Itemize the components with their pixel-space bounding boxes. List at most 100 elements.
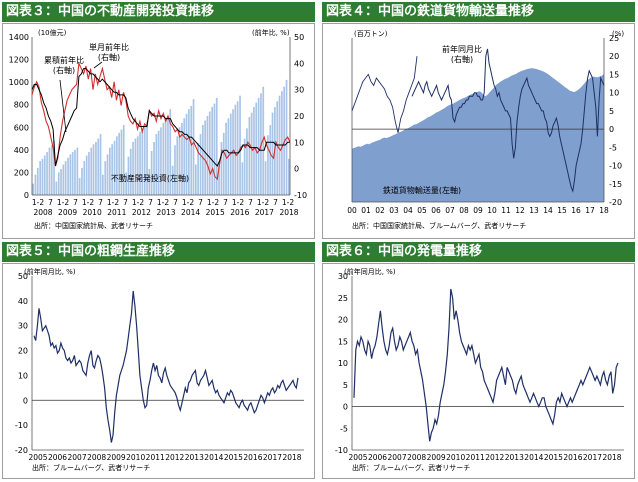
x-tick-label: 2008 bbox=[407, 453, 426, 462]
x-tick-label: 2015 bbox=[544, 453, 563, 462]
x-month-label: 1-2 bbox=[257, 198, 269, 207]
investment-bar bbox=[122, 125, 125, 195]
investment-bar bbox=[109, 147, 111, 195]
investment-bar bbox=[43, 155, 46, 195]
investment-bar bbox=[113, 140, 116, 195]
x-tick-label: 04 bbox=[403, 206, 413, 215]
x-year-label: 2016 bbox=[230, 208, 249, 217]
chart-real-estate-investment: 0 200 400 600 800 1000 1200 1400 -10 0 10 20 30 40 50 (… bbox=[9, 28, 307, 230]
investment-bar bbox=[153, 142, 155, 195]
y-tick-label-right: 0 bbox=[609, 125, 614, 134]
x-tick-label: 2018 bbox=[602, 453, 621, 462]
investment-bar bbox=[211, 107, 213, 195]
y-tick-label-left: 0 bbox=[24, 191, 29, 200]
investment-bar bbox=[116, 136, 118, 195]
investment-bar bbox=[120, 129, 123, 195]
x-tick-label: 03 bbox=[389, 206, 399, 215]
x-tick-label: 2016 bbox=[243, 453, 262, 462]
panel-title: 図表４：中国の鉄道貨物輸送量推移 bbox=[322, 2, 635, 22]
x-year-label: 2012 bbox=[132, 208, 151, 217]
y-tick-label-right: -15 bbox=[609, 180, 622, 189]
investment-bar bbox=[285, 79, 288, 195]
investment-bar bbox=[76, 147, 79, 195]
investment-bar bbox=[202, 125, 204, 195]
x-month-label: 1-2 bbox=[282, 198, 294, 207]
x-month-label: 7 bbox=[123, 198, 128, 207]
investment-bar bbox=[143, 126, 146, 195]
investment-bar bbox=[78, 178, 81, 195]
investment-bar bbox=[276, 101, 279, 195]
y-tick-label-left: 1400 bbox=[9, 33, 29, 42]
y-tick-label-right: 20 bbox=[609, 52, 619, 61]
panel-frame bbox=[322, 263, 635, 479]
x-tick-label: 18 bbox=[599, 206, 609, 215]
investment-bar bbox=[71, 152, 74, 195]
investment-bar bbox=[162, 122, 165, 195]
annotation-arrow bbox=[93, 61, 103, 69]
investment-bar bbox=[139, 131, 141, 195]
source-note: 出所：中国国家統計局、ブルームバーグ、武者リサーチ bbox=[352, 221, 526, 230]
investment-bar bbox=[148, 169, 151, 195]
y-tick-label: 0 bbox=[343, 403, 348, 412]
investment-bar bbox=[239, 95, 241, 195]
panel-crude-steel: 図表５：中国の粗鋼生産推移 -20 -10 0 10 20 30 40 50 (前年同月比, %… bbox=[2, 242, 315, 479]
investment-bar bbox=[234, 104, 237, 195]
investment-bar bbox=[220, 142, 223, 195]
y-tick-label: 30 bbox=[338, 272, 348, 281]
x-tick-label: 2016 bbox=[563, 453, 582, 462]
investment-bar bbox=[55, 181, 58, 195]
x-month-label: 1-2 bbox=[132, 198, 144, 207]
x-year-label: 2009 bbox=[58, 208, 77, 217]
investment-bar bbox=[271, 112, 274, 195]
investment-bar bbox=[283, 86, 285, 195]
investment-bar bbox=[181, 122, 183, 195]
investment-bar bbox=[195, 164, 197, 195]
investment-bar bbox=[150, 151, 153, 195]
investment-bar bbox=[34, 174, 37, 195]
investment-bar bbox=[236, 101, 239, 195]
investment-bar bbox=[218, 164, 220, 195]
x-tick-label: 2006 bbox=[48, 453, 67, 462]
investment-bar bbox=[50, 145, 53, 195]
x-month-label: 1-2 bbox=[82, 198, 94, 207]
x-year-label: 2018 bbox=[279, 208, 298, 217]
y-tick-label-right: -10 bbox=[609, 162, 622, 171]
investment-bar bbox=[141, 128, 144, 195]
investment-bar bbox=[127, 156, 130, 195]
y-tick-label-right: 0 bbox=[294, 165, 299, 174]
panel-title: 図表６：中国の発電量推移 bbox=[322, 242, 635, 262]
panel-frame bbox=[2, 263, 315, 479]
x-tick-label: 02 bbox=[375, 206, 385, 215]
investment-bar bbox=[53, 140, 55, 195]
y-tick-label: 20 bbox=[338, 316, 348, 325]
investment-bar bbox=[92, 144, 95, 195]
investment-bar bbox=[246, 128, 248, 195]
investment-bar bbox=[288, 158, 290, 195]
investment-bar bbox=[57, 172, 60, 195]
source-note: 出所：ブルームバーグ、武者リサーチ bbox=[352, 463, 470, 472]
x-month-label: 7 bbox=[73, 198, 78, 207]
investment-bar bbox=[134, 138, 137, 195]
x-month-label: 1-2 bbox=[32, 198, 44, 207]
investment-bar bbox=[104, 161, 107, 195]
investment-bar bbox=[83, 161, 86, 195]
investment-bar bbox=[188, 109, 190, 195]
y-tick-label: 5 bbox=[343, 381, 348, 390]
investment-bar bbox=[241, 162, 244, 195]
x-tick-label: 14 bbox=[543, 206, 553, 215]
x-tick-label: 2008 bbox=[87, 453, 106, 462]
x-month-label: 7 bbox=[148, 198, 153, 207]
x-month-label: 7 bbox=[248, 198, 253, 207]
investment-bar bbox=[185, 113, 188, 195]
x-year-label: 2015 bbox=[206, 208, 225, 217]
panel-title: 図表３：中国の不動産開発投資推移 bbox=[2, 2, 315, 22]
y-tick-label: -5 bbox=[340, 424, 348, 433]
investment-bar bbox=[208, 111, 211, 195]
y-tick-label-right: -5 bbox=[609, 143, 617, 152]
y-tick-label-left: 1000 bbox=[9, 78, 29, 87]
x-tick-label: 2011 bbox=[146, 453, 165, 462]
investment-bar bbox=[176, 136, 179, 195]
x-tick-label: 2011 bbox=[466, 453, 485, 462]
x-tick-label: 17 bbox=[585, 206, 595, 215]
